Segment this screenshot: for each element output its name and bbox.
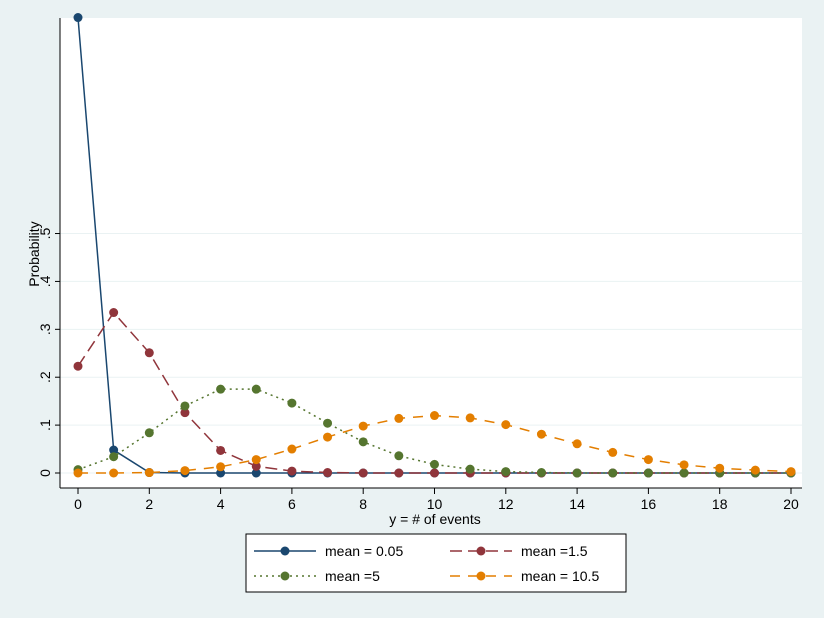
data-point (501, 420, 511, 430)
legend-box (245, 533, 627, 593)
data-point (430, 411, 439, 421)
legend-label: mean =5 (325, 568, 380, 584)
data-point (73, 361, 83, 371)
data-point (394, 413, 404, 423)
legend-label: mean =1.5 (521, 543, 588, 559)
data-point (251, 384, 261, 394)
data-point (536, 429, 546, 439)
y-tick-label: .5 (37, 227, 53, 239)
data-point (679, 468, 689, 478)
data-point (109, 445, 119, 455)
data-point (358, 437, 368, 447)
legend-entry: mean = 0.05 (254, 543, 403, 559)
series-4 (73, 411, 796, 478)
data-point (679, 460, 689, 470)
x-tick-label: 6 (288, 496, 296, 512)
data-point (465, 464, 475, 474)
data-point (73, 13, 83, 23)
data-point (643, 455, 653, 465)
x-tick-label: 18 (712, 496, 728, 512)
data-point (323, 468, 333, 478)
y-tick-label: .3 (37, 323, 53, 335)
data-point (180, 466, 190, 476)
x-tick-label: 14 (569, 496, 585, 512)
data-point (536, 468, 546, 478)
x-tick-label: 16 (641, 496, 657, 512)
legend-label: mean = 10.5 (521, 568, 599, 584)
y-tick-label: .4 (37, 275, 53, 287)
data-point (144, 428, 154, 438)
data-point (144, 468, 154, 478)
legend-marker (476, 546, 486, 556)
data-point (572, 468, 582, 478)
data-point (287, 398, 297, 408)
data-point (715, 463, 725, 473)
data-point (323, 418, 333, 428)
data-point (465, 413, 475, 423)
y-axis-title: Probability (26, 221, 42, 286)
data-point (216, 445, 226, 455)
legend-entry: mean =1.5 (450, 543, 588, 559)
legend-entry: mean =5 (254, 568, 380, 584)
x-axis-title: y = # of events (389, 511, 480, 527)
data-point (109, 452, 119, 462)
data-point (287, 444, 297, 454)
y-tick-label: .1 (37, 419, 53, 431)
y-tick-label: 0 (37, 469, 53, 477)
x-tick-label: 0 (74, 496, 82, 512)
series-layer (73, 13, 796, 478)
legend: mean = 0.05 mean =1.5 mean =5 mean = 10.5 (245, 533, 627, 593)
x-tick-label: 12 (498, 496, 514, 512)
data-point (251, 468, 261, 478)
axes: 0 .1 .2 .3 .4 .5 0 2 4 6 8 10 12 14 16 18 20 (37, 18, 802, 512)
series-line (77, 388, 791, 474)
data-point (251, 455, 261, 465)
data-point (501, 467, 511, 477)
x-tick-label: 2 (145, 496, 153, 512)
data-point (216, 462, 226, 472)
data-point (358, 468, 368, 478)
legend-marker (476, 571, 486, 581)
data-point (109, 468, 119, 478)
data-point (430, 459, 439, 469)
data-point (786, 467, 796, 477)
data-point (608, 447, 618, 457)
data-point (180, 401, 190, 411)
data-point (251, 461, 261, 471)
data-point (643, 468, 653, 478)
data-point (608, 468, 618, 478)
x-tick-label: 10 (427, 496, 443, 512)
data-point (750, 465, 760, 475)
data-point (109, 308, 119, 318)
legend-marker (280, 571, 290, 581)
data-point (394, 451, 404, 461)
data-point (73, 468, 83, 478)
data-point (430, 468, 439, 478)
data-point (287, 466, 297, 476)
x-tick-label: 8 (359, 496, 367, 512)
data-point (180, 408, 190, 418)
data-point (572, 439, 582, 449)
legend-entry: mean = 10.5 (450, 568, 599, 584)
legend-marker (280, 546, 290, 556)
data-point (358, 421, 368, 431)
data-point (216, 384, 226, 394)
legend-label: mean = 0.05 (325, 543, 403, 559)
y-tick-label: .2 (37, 371, 53, 383)
data-point (323, 432, 333, 442)
x-tick-label: 20 (783, 496, 799, 512)
x-tick-label: 4 (217, 496, 225, 512)
data-point (394, 468, 404, 478)
data-point (216, 468, 226, 478)
data-point (144, 348, 154, 358)
